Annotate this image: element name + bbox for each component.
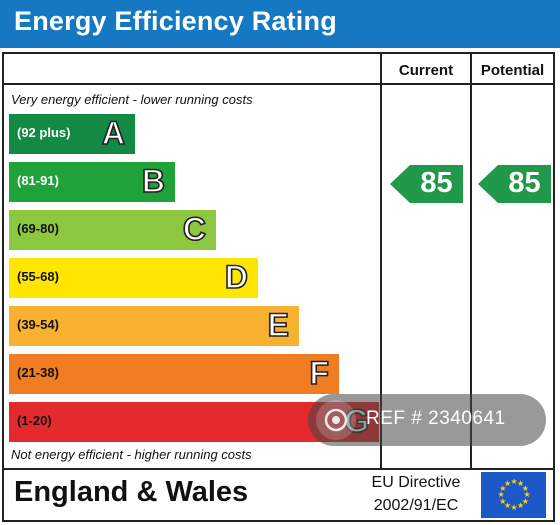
footer-divider — [4, 468, 553, 470]
camera-icon — [316, 400, 356, 440]
band-range: (1-20) — [17, 413, 52, 428]
band-letter: D — [224, 258, 249, 296]
epc-table: Current Potential Very energy efficient … — [2, 52, 555, 522]
band-range: (81-91) — [17, 173, 59, 188]
page-title: Energy Efficiency Rating — [14, 6, 337, 36]
note-efficient: Very energy efficient - lower running co… — [11, 92, 253, 107]
star-icon: ★ — [521, 483, 529, 493]
region-label: England & Wales — [14, 476, 249, 508]
reference-text: REF # 2340641 — [366, 408, 506, 429]
band-a: (92 plus) A — [9, 114, 135, 154]
band-range: (21-38) — [17, 365, 59, 380]
header-bar: Energy Efficiency Rating — [0, 0, 560, 48]
band-letter: F — [309, 354, 330, 392]
star-icon: ★ — [517, 478, 525, 488]
eu-flag-icon: ★ ★ ★ ★ ★ ★ ★ ★ ★ ★ ★ ★ — [481, 472, 546, 518]
divider-current — [380, 54, 382, 470]
current-rating-value: 85 — [420, 167, 453, 199]
potential-rating-arrow: 85 — [478, 165, 551, 203]
star-icon: ★ — [504, 501, 512, 511]
note-inefficient: Not energy efficient - higher running co… — [11, 447, 252, 462]
band-range: (39-54) — [17, 317, 59, 332]
band-f: (21-38) F — [9, 354, 339, 394]
band-range: (92 plus) — [17, 125, 71, 140]
band-letter: A — [101, 114, 126, 152]
band-b: (81-91) B — [9, 162, 175, 202]
star-icon: ★ — [510, 477, 518, 486]
star-icon: ★ — [499, 496, 507, 506]
band-letter: B — [141, 162, 166, 200]
directive-line-2: 2002/91/EC — [373, 497, 459, 514]
reference-watermark: REF # 2340641 — [308, 394, 546, 446]
current-rating-arrow: 85 — [390, 165, 463, 203]
star-icon: ★ — [517, 501, 525, 511]
band-e: (39-54) E — [9, 306, 299, 346]
divider-potential — [470, 54, 472, 470]
band-range: (55-68) — [17, 269, 59, 284]
star-icon: ★ — [523, 490, 531, 499]
star-icon: ★ — [510, 503, 518, 512]
star-icon: ★ — [521, 496, 529, 506]
directive-line-1: EU Directive — [371, 474, 461, 491]
star-icon: ★ — [497, 490, 505, 499]
band-letter: C — [182, 210, 207, 248]
star-icon: ★ — [499, 483, 507, 493]
potential-rating-value: 85 — [508, 167, 541, 199]
header-row-divider — [4, 83, 553, 85]
band-range: (69-80) — [17, 221, 59, 236]
band-d: (55-68) D — [9, 258, 258, 298]
band-c: (69-80) C — [9, 210, 216, 250]
band-letter: E — [267, 306, 290, 344]
star-icon: ★ — [504, 478, 512, 488]
column-potential: Potential — [480, 62, 545, 79]
column-current: Current — [398, 62, 454, 79]
